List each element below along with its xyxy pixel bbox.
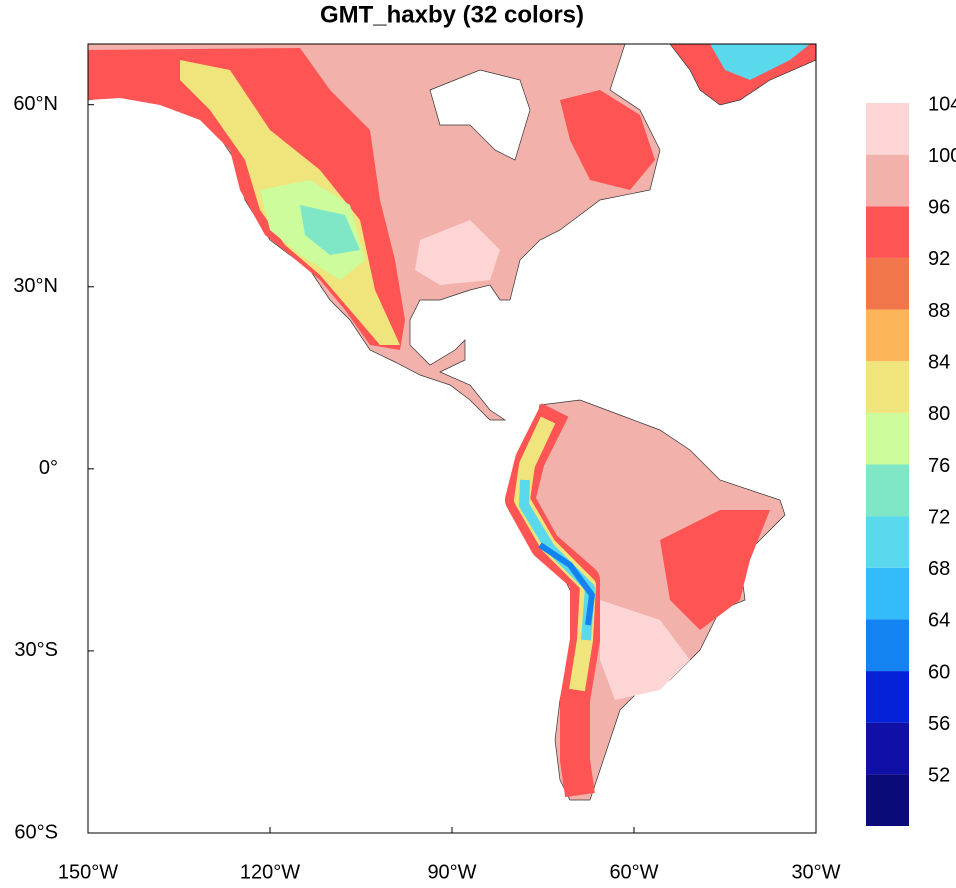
y-tick-label: 60°N bbox=[13, 93, 58, 115]
colorbar-label: 84 bbox=[928, 351, 950, 373]
region-red bbox=[660, 510, 770, 630]
colorbar-box bbox=[866, 516, 909, 568]
colorbar-label: 80 bbox=[928, 403, 950, 425]
title: GMT_haxby (32 colors) bbox=[320, 1, 584, 28]
region-light bbox=[415, 220, 500, 285]
land bbox=[509, 399, 786, 801]
colorbar-label: 72 bbox=[928, 506, 950, 528]
colorbar-label: 60 bbox=[928, 661, 950, 683]
colorbar-box bbox=[866, 154, 909, 207]
x-tick-label: 30°W bbox=[791, 861, 840, 883]
y-tick-label: 30°S bbox=[14, 639, 58, 661]
colorbar-label: 68 bbox=[928, 558, 950, 580]
colorbar-label: 104 bbox=[928, 93, 956, 115]
colorbar-box bbox=[866, 567, 909, 620]
colorbar-box bbox=[866, 464, 909, 517]
colorbar-box bbox=[866, 412, 909, 465]
colorbar-box bbox=[866, 722, 909, 775]
colorbar-label: 100 bbox=[928, 145, 956, 167]
y-tick-label: 30°N bbox=[13, 275, 58, 297]
colorbar-box bbox=[866, 103, 909, 155]
map-layer bbox=[88, 44, 816, 801]
colorbar-label: 56 bbox=[928, 713, 950, 735]
colorbar-label: 96 bbox=[928, 197, 950, 219]
colorbar-label: 64 bbox=[928, 610, 950, 632]
colorbar-label: 52 bbox=[928, 765, 950, 787]
colorbar-box bbox=[866, 671, 909, 723]
colorbar-label: 92 bbox=[928, 248, 950, 270]
colorbar-label: 88 bbox=[928, 300, 950, 322]
colorbar-box bbox=[866, 619, 909, 672]
x-tick-label: 60°W bbox=[609, 861, 658, 883]
x-tick-label: 150°W bbox=[58, 861, 118, 883]
y-tick-label: 0° bbox=[39, 457, 58, 479]
region-red bbox=[560, 90, 655, 190]
colorbar-box bbox=[866, 774, 909, 826]
hudson-bay bbox=[429, 69, 531, 161]
x-tick-label: 120°W bbox=[240, 861, 300, 883]
region-cyan bbox=[300, 205, 360, 255]
colorbar: 52 56 60 64 68 72 76 80 84 88 92 96 100 104 bbox=[866, 93, 956, 826]
region-light bbox=[600, 600, 690, 700]
colorbar-box bbox=[866, 309, 909, 362]
colorbar-box bbox=[866, 361, 909, 413]
colorbar-box bbox=[866, 206, 909, 258]
andes-blue bbox=[538, 542, 595, 626]
colorbar-label: 76 bbox=[928, 455, 950, 477]
x-tick-label: 90°W bbox=[427, 861, 476, 883]
region-cyan bbox=[710, 44, 810, 80]
y-tick-label: 60°S bbox=[14, 821, 58, 843]
axes: 150°W 120°W 90°W 60°W 30°W 60°N 30°N 0° 30°S 60°S bbox=[13, 93, 840, 883]
colorbar-box bbox=[866, 257, 909, 310]
